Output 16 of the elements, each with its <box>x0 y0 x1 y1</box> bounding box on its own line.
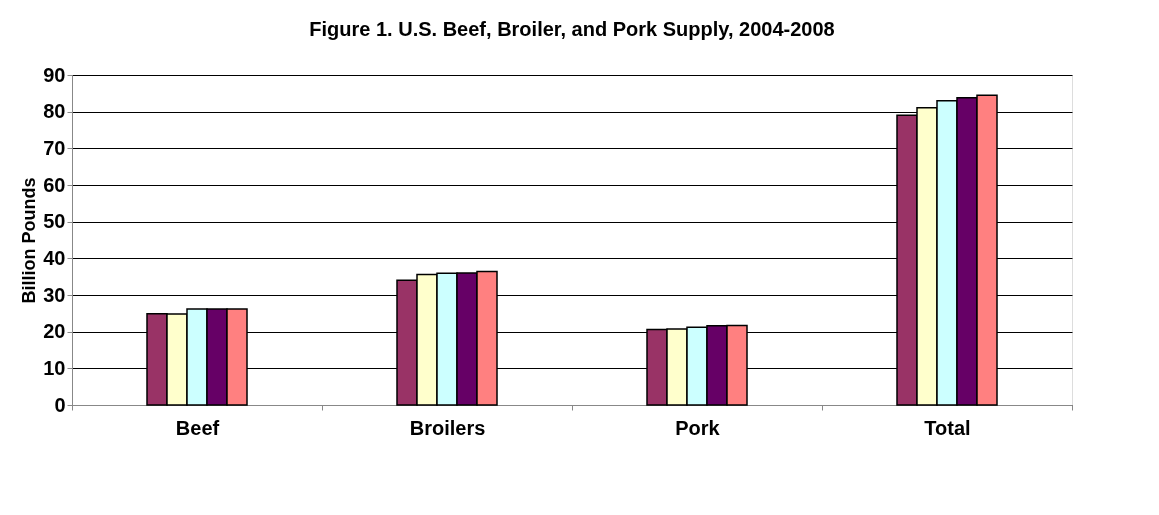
y-axis-title: Billion Pounds <box>19 177 40 304</box>
y-tick-label: 70 <box>43 136 66 159</box>
y-tick-label: 60 <box>43 173 66 196</box>
y-tick-label: 30 <box>43 283 66 306</box>
y-tick-label: 40 <box>43 246 66 269</box>
y-tick-label: 0 <box>54 393 66 416</box>
chart-title: Figure 1. U.S. Beef, Broiler, and Pork Supply, 2004-2008 <box>309 18 835 40</box>
y-tick-label: 20 <box>43 320 66 343</box>
x-tick-label: Beef <box>175 416 220 439</box>
y-tick-label: 90 <box>43 63 66 86</box>
y-tick-label: 10 <box>43 356 66 379</box>
y-tick-label: 80 <box>43 100 66 123</box>
x-tick-label: Pork <box>675 416 721 439</box>
x-tick-label: Total <box>924 416 971 439</box>
x-tick-label: Broilers <box>409 416 486 439</box>
y-tick-label: 50 <box>43 210 66 233</box>
